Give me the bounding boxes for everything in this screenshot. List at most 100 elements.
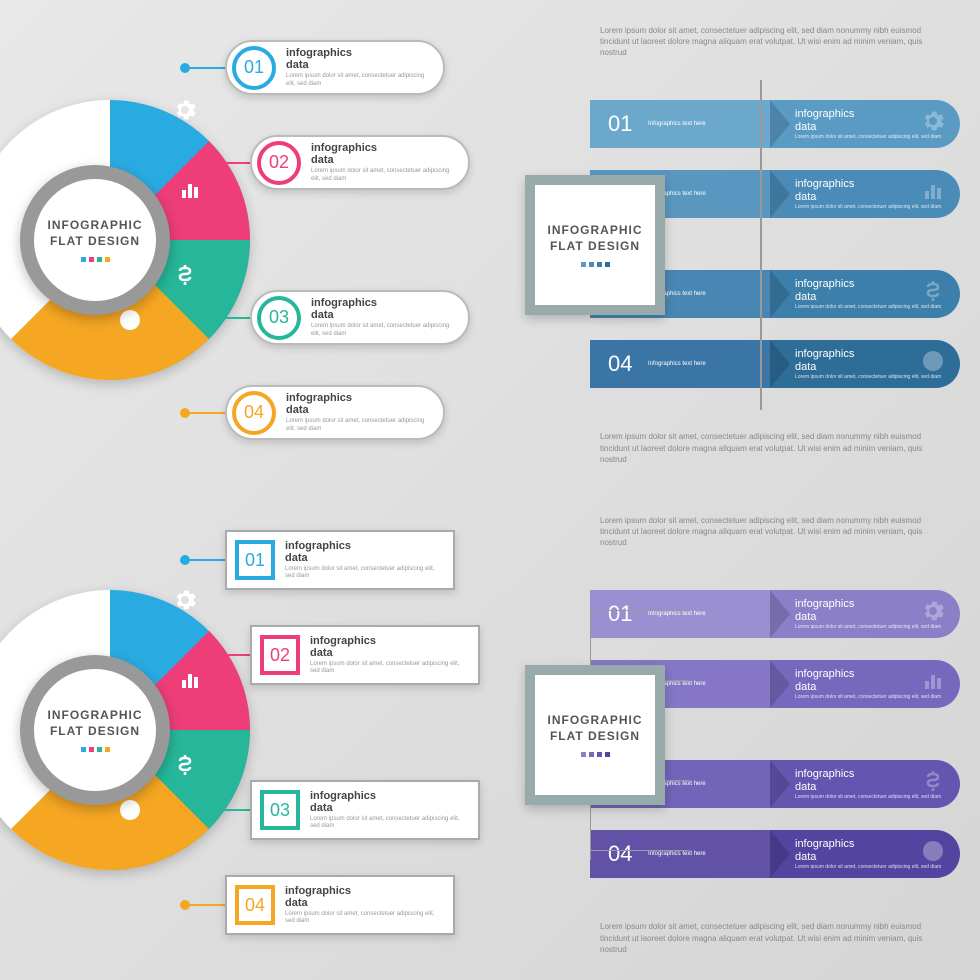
chart-icon [175,665,205,695]
bar-right: infographicsdata Lorem ipsum dolor sit am… [770,830,960,878]
bar-subtitle: Infographics text here [648,361,706,367]
center-title-circle: INFOGRAPHIC FLAT DESIGN [20,165,170,315]
pie-icon [921,839,945,869]
item-number: 04 [235,885,275,925]
item-number: 01 [232,46,276,90]
item-number: 01 [235,540,275,580]
color-dots [81,747,110,752]
bar-title: infographicsdata [795,598,941,622]
item-desc: Lorem ipsum dolor sit amet, consectetuer… [286,73,443,87]
item-title: infographicsdata [310,790,478,814]
rect-item: 03 infographicsdata Lorem ipsum dolor sit… [250,780,480,840]
color-dots [81,257,110,262]
item-title: infographicsdata [311,142,468,166]
center-square: INFOGRAPHIC FLAT DESIGN [525,175,665,315]
gear-icon [921,109,945,139]
item-title: infographicsdata [286,392,443,416]
bar-number: 04 [608,841,643,867]
infographic-circular-pills: INFOGRAPHIC FLAT DESIGN 01 infographicsd… [0,0,490,490]
item-title: infographicsdata [310,635,478,659]
bar-right: infographicsdata Lorem ipsum dolor sit am… [770,170,960,218]
bar-subtitle: Infographics text here [648,121,706,127]
bar-desc: Lorem ipsum dolor sit amet, consectetuer… [795,304,941,310]
item-desc: Lorem ipsum dolor sit amet, consectetuer… [285,911,453,925]
rect-item: 02 infographicsdata Lorem ipsum dolor sit… [250,625,480,685]
pill-item: 04 infographicsdata Lorem ipsum dolor sit… [225,385,445,440]
bar-desc: Lorem ipsum dolor sit amet, consectetuer… [795,624,941,630]
color-dots [581,262,610,267]
bar-title: infographicsdata [795,838,941,862]
bar-desc: Lorem ipsum dolor sit amet, consectetuer… [795,864,941,870]
item-desc: Lorem ipsum dolor sit amet, consectetuer… [286,418,443,432]
bar-subtitle: Infographics text here [648,611,706,617]
item-desc: Lorem ipsum dolor sit amet, consectetuer… [310,816,478,830]
item-desc: Lorem ipsum dolor sit amet, consectetuer… [310,661,478,675]
bar-number: 04 [608,351,643,377]
dollar-icon [921,769,945,799]
bar-number: 01 [608,111,643,137]
bar-left: 04 Infographics text here [590,340,770,388]
bar-desc: Lorem ipsum dolor sit amet, consectetuer… [795,134,941,140]
item-number: 04 [232,391,276,435]
item-number: 03 [257,296,301,340]
bar-title: infographicsdata [795,178,941,202]
chart-icon [175,175,205,205]
dollar-icon [921,279,945,309]
rect-item: 04 infographicsdata Lorem ipsum dolor sit… [225,875,455,935]
square-title: INFOGRAPHIC FLAT DESIGN [535,223,655,254]
center-title: INFOGRAPHIC FLAT DESIGN [34,218,156,249]
bar-title: infographicsdata [795,108,941,132]
item-title: infographicsdata [285,540,453,564]
bar-left: 01 Infographics text here [590,100,770,148]
center-square: INFOGRAPHIC FLAT DESIGN [525,665,665,805]
bar-title: infographicsdata [795,668,941,692]
dollar-icon [170,260,200,290]
bar-desc: Lorem ipsum dolor sit amet, consectetuer… [795,374,941,380]
item-desc: Lorem ipsum dolor sit amet, consectetuer… [285,566,453,580]
bar-desc: Lorem ipsum dolor sit amet, consectetuer… [795,694,941,700]
bar-desc: Lorem ipsum dolor sit amet, consectetuer… [795,794,941,800]
item-number: 02 [260,635,300,675]
bar-number: 01 [608,601,643,627]
bar-right: infographicsdata Lorem ipsum dolor sit am… [770,660,960,708]
infographic-purple-bars: Lorem ipsum dolor sit amet, consectetuer… [490,490,980,980]
gear-icon [170,95,200,125]
bar-subtitle: Infographics text here [648,851,706,857]
bar-right: infographicsdata Lorem ipsum dolor sit am… [770,100,960,148]
center-title-circle: INFOGRAPHIC FLAT DESIGN [20,655,170,805]
chart-icon [921,669,945,699]
bar-title: infographicsdata [795,278,941,302]
color-dots [581,752,610,757]
bar-title: infographicsdata [795,768,941,792]
outro-text: Lorem ipsum dolor sit amet, consectetuer… [580,921,970,955]
gear-icon [921,599,945,629]
infographic-circular-rects: INFOGRAPHIC FLAT DESIGN 01 infographicsd… [0,490,490,980]
outro-text: Lorem ipsum dolor sit amet, consectetuer… [580,431,970,465]
bar-left: 01 Infographics text here [590,590,770,638]
item-number: 02 [257,141,301,185]
gear-icon [170,585,200,615]
item-title: infographicsdata [311,297,468,321]
bar-right: infographicsdata Lorem ipsum dolor sit am… [770,590,960,638]
pill-item: 03 infographicsdata Lorem ipsum dolor sit… [250,290,470,345]
bar-right: infographicsdata Lorem ipsum dolor sit am… [770,340,960,388]
bar-right: infographicsdata Lorem ipsum dolor sit am… [770,760,960,808]
dollar-icon [170,750,200,780]
item-desc: Lorem ipsum dolor sit amet, consectetuer… [311,323,468,337]
chart-icon [921,179,945,209]
item-title: infographicsdata [285,885,453,909]
pill-item: 01 infographicsdata Lorem ipsum dolor sit… [225,40,445,95]
bar-left: 04 Infographics text here [590,830,770,878]
intro-text: Lorem ipsum dolor sit amet, consectetuer… [580,515,970,549]
item-title: infographicsdata [286,47,443,71]
bar-title: infographicsdata [795,348,941,372]
item-desc: Lorem ipsum dolor sit amet, consectetuer… [311,168,468,182]
item-number: 03 [260,790,300,830]
square-title: INFOGRAPHIC FLAT DESIGN [535,713,655,744]
intro-text: Lorem ipsum dolor sit amet, consectetuer… [580,25,970,59]
pill-item: 02 infographicsdata Lorem ipsum dolor sit… [250,135,470,190]
center-title: INFOGRAPHIC FLAT DESIGN [34,708,156,739]
bar-desc: Lorem ipsum dolor sit amet, consectetuer… [795,204,941,210]
rect-item: 01 infographicsdata Lorem ipsum dolor sit… [225,530,455,590]
infographic-blue-bars: Lorem ipsum dolor sit amet, consectetuer… [490,0,980,490]
